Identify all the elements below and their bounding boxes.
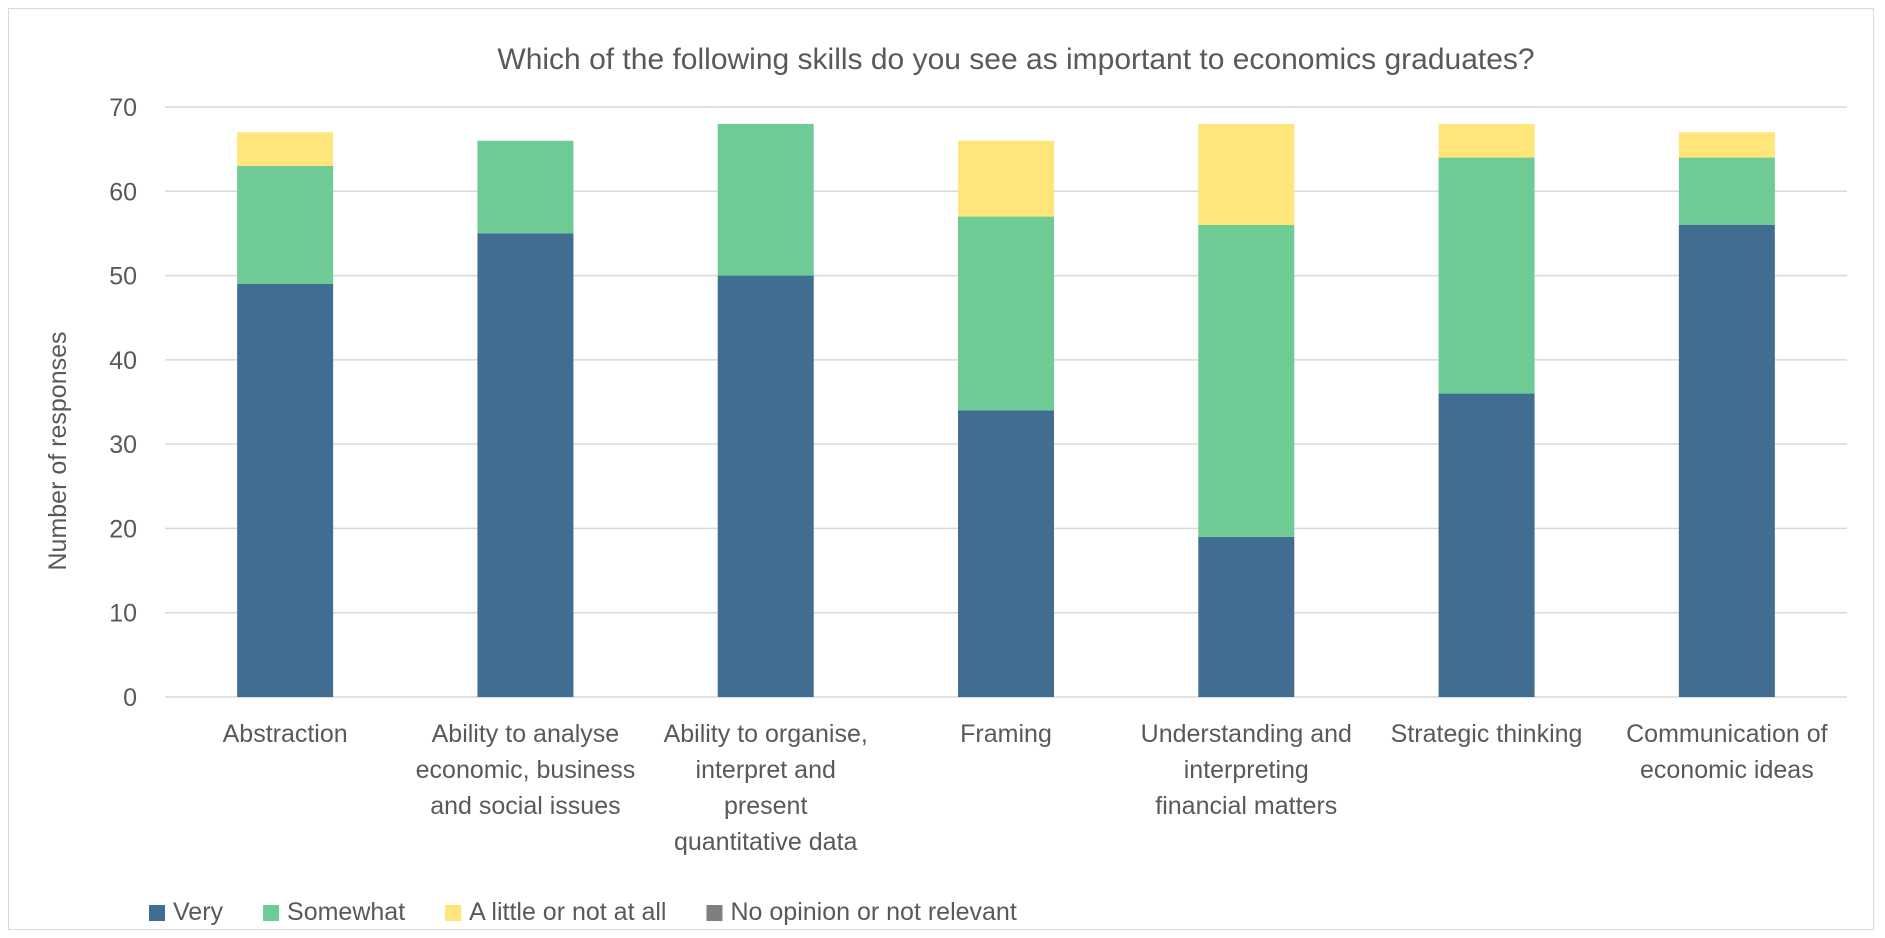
x-tick-label: Abstraction <box>223 720 348 748</box>
bar-segment <box>477 140 574 234</box>
bar-segment <box>1438 123 1535 158</box>
legend-label: No opinion or not relevant <box>730 898 1016 926</box>
legend-swatch <box>445 905 462 921</box>
bars <box>237 123 1775 697</box>
legend-item: No opinion or not relevant <box>706 898 1017 926</box>
y-tick-label: 40 <box>109 347 137 375</box>
bar-segment <box>237 166 334 284</box>
chart-frame: Which of the following skills do you see… <box>8 8 1874 930</box>
x-tick-label: Communication of economic ideas <box>1626 720 1828 784</box>
legend-swatch <box>149 905 165 921</box>
y-axis-label: Number of responses <box>44 331 72 570</box>
legend-item: Somewhat <box>263 898 405 926</box>
bar-segment <box>958 410 1054 697</box>
bar-segment <box>958 140 1054 217</box>
x-axis-labels: Abstraction Ability to analyse economic, b… <box>223 720 1828 856</box>
bar-segment <box>1678 225 1775 697</box>
legend-label: Very <box>173 898 224 926</box>
legend-swatch <box>706 905 723 921</box>
y-tick-label: 10 <box>109 600 137 628</box>
bar-segment <box>717 275 814 697</box>
x-tick-label: Ability to organise, interpret and present… <box>664 720 868 856</box>
x-tick-label: Strategic thinking <box>1391 720 1583 748</box>
legend-item: A little or not at all <box>445 898 666 926</box>
bar-segment <box>237 132 334 166</box>
stacked-bar-chart: Which of the following skills do you see… <box>44 43 1847 926</box>
x-tick-label: Ability to analyse economic, business and … <box>416 720 636 820</box>
chart-title: Which of the following skills do you see… <box>497 43 1534 76</box>
x-tick-label: Understanding and interpreting financial m… <box>1141 720 1352 820</box>
y-tick-label: 0 <box>123 684 137 712</box>
bar-segment <box>1198 225 1295 537</box>
legend-item: Very <box>149 898 224 926</box>
bar-segment <box>237 284 334 697</box>
bar-segment <box>1678 132 1775 158</box>
y-tick-label: 60 <box>109 178 137 206</box>
bar-segment <box>717 123 814 276</box>
x-tick-label: Framing <box>960 720 1052 748</box>
legend-swatch <box>263 905 280 921</box>
bar-segment <box>1438 157 1535 394</box>
bar-segment <box>477 233 574 697</box>
bar-segment <box>1438 393 1535 697</box>
bar-segment <box>1198 123 1295 225</box>
bar-segment <box>958 216 1054 411</box>
legend-label: Somewhat <box>287 898 405 926</box>
y-axis-ticks: 0 10 20 30 40 50 60 70 <box>109 94 137 712</box>
y-tick-label: 50 <box>109 263 137 291</box>
legend-label: A little or not at all <box>469 898 666 926</box>
bar-segment <box>1678 157 1775 225</box>
y-tick-label: 30 <box>109 431 137 459</box>
y-tick-label: 20 <box>109 515 137 543</box>
y-tick-label: 70 <box>109 94 137 122</box>
bar-segment <box>1198 536 1295 697</box>
legend: Very Somewhat A little or not at all No opi… <box>149 898 1017 926</box>
